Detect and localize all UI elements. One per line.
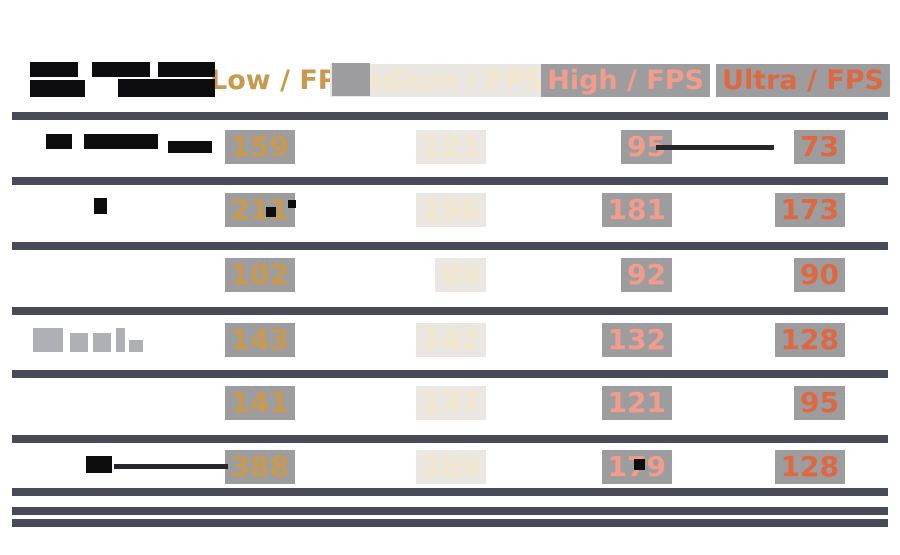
redaction-fragment (70, 333, 88, 352)
separator-bar (12, 242, 888, 250)
table-row: 159 121 95 73 (30, 127, 890, 167)
high-fps-value: 181 (540, 193, 710, 227)
medium-fps-value: 196 (330, 193, 540, 227)
glitch-strike-line (656, 145, 774, 150)
redaction-fragment (93, 333, 111, 352)
medium-fps-value: 137 (330, 386, 540, 420)
low-fps-value: 211 (210, 193, 330, 227)
col-header-low: Low / FPS (210, 64, 358, 96)
low-fps-value: 102 (210, 258, 330, 292)
separator-bar (12, 177, 888, 185)
table-row: 143 142 132 128 (30, 320, 890, 360)
high-fps-value: 95 (540, 130, 710, 164)
separator-bar (12, 370, 888, 378)
high-fps-value: 132 (540, 323, 710, 357)
ultra-fps-value: 128 (710, 323, 890, 357)
col-header-ultra: Ultra / FPS (710, 63, 890, 97)
redaction-fragment (634, 459, 645, 470)
redaction-fragment (288, 200, 296, 208)
low-fps-value: 141 (210, 386, 330, 420)
redaction-fragment (116, 328, 125, 352)
redaction-fragment (84, 134, 158, 149)
ultra-fps-value: 73 (710, 130, 890, 164)
redaction-fragment (168, 141, 212, 153)
ultra-fps-value: 128 (710, 450, 890, 484)
redaction-fragment (266, 207, 276, 217)
redaction-fragment (33, 328, 63, 352)
table-row: 211 196 181 173 (30, 190, 890, 230)
redaction-fragment (92, 62, 150, 77)
header-glitch-box (332, 63, 370, 96)
separator-bar (12, 435, 888, 443)
high-fps-value: 121 (540, 386, 710, 420)
low-fps-value: 388 (210, 450, 330, 484)
ultra-fps-value: 90 (710, 258, 890, 292)
redaction-fragment (94, 198, 107, 214)
medium-fps-value: 121 (330, 130, 540, 164)
redaction-fragment (118, 79, 215, 97)
header-row: Low / FPS Medium / FPS High / FPS Ultra … (30, 60, 890, 100)
low-fps-value: 143 (210, 323, 330, 357)
table-row: 388 289 179 128 (30, 447, 890, 487)
medium-fps-value: 99 (330, 258, 540, 292)
redaction-fragment (158, 62, 215, 77)
separator-bar (12, 488, 888, 496)
redaction-fragment (129, 340, 143, 352)
high-fps-value: 179 (540, 450, 710, 484)
separator-bar (12, 112, 888, 120)
redaction-fragment (30, 62, 78, 77)
medium-fps-value: 289 (330, 450, 540, 484)
ultra-fps-value: 173 (710, 193, 890, 227)
medium-fps-value: 142 (330, 323, 540, 357)
low-fps-value: 159 (210, 130, 330, 164)
ultra-fps-value: 95 (710, 386, 890, 420)
redaction-fragment (46, 134, 72, 149)
glitch-strike-line (114, 464, 228, 469)
table-row: 141 137 121 95 (30, 383, 890, 423)
separator-bar (12, 307, 888, 315)
redaction-fragment (86, 456, 112, 473)
high-fps-value: 92 (540, 258, 710, 292)
table-row: 102 99 92 90 (30, 255, 890, 295)
redaction-fragment (30, 80, 85, 97)
col-header-high: High / FPS (540, 63, 710, 97)
bottom-rule-top (12, 507, 888, 515)
bottom-rule-bottom (12, 519, 888, 527)
